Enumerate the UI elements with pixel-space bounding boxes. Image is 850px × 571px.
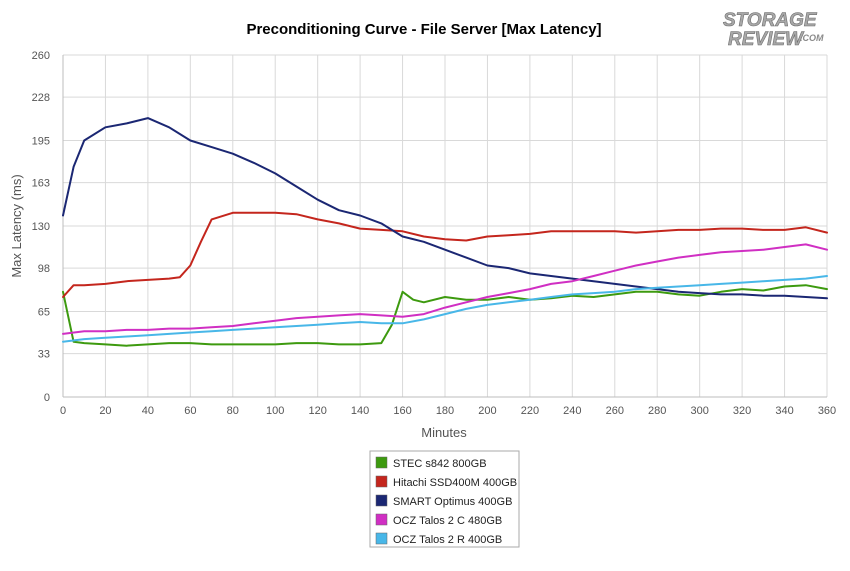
x-tick-label: 120 bbox=[308, 405, 326, 417]
legend-swatch bbox=[375, 513, 388, 526]
series-line-1 bbox=[62, 284, 828, 347]
x-tick-label: 140 bbox=[351, 405, 369, 417]
x-tick-label: 100 bbox=[266, 405, 284, 417]
svg-text:.COM: .COM bbox=[800, 33, 824, 43]
legend-swatch bbox=[375, 475, 388, 488]
x-tick-label: 220 bbox=[521, 405, 539, 417]
axes: 0 33 65 98 130 163 195 228 260 0 20 40 60 80 100 120 140… bbox=[32, 50, 837, 417]
legend-label: STEC s842 800GB bbox=[393, 458, 487, 470]
legend-swatch bbox=[375, 494, 388, 507]
x-tick-label: 60 bbox=[184, 405, 196, 417]
y-tick-label: 195 bbox=[32, 136, 50, 148]
chart-title: Preconditioning Curve - File Server [Max… bbox=[246, 21, 601, 38]
x-tick-label: 340 bbox=[775, 405, 793, 417]
legend-label: Hitachi SSD400M 400GB bbox=[393, 477, 517, 489]
svg-text:REVIEW: REVIEW bbox=[728, 29, 805, 50]
x-tick-label: 40 bbox=[142, 405, 154, 417]
x-tick-label: 180 bbox=[436, 405, 454, 417]
x-tick-label: 360 bbox=[818, 405, 836, 417]
y-tick-label: 98 bbox=[38, 263, 50, 275]
legend-label: OCZ Talos 2 R 400GB bbox=[393, 534, 502, 546]
svg-text:STORAGE: STORAGE bbox=[723, 10, 818, 31]
x-tick-label: 320 bbox=[733, 405, 751, 417]
series-line-3 bbox=[62, 117, 828, 300]
series-line-2 bbox=[62, 211, 828, 298]
legend-box bbox=[369, 450, 520, 548]
x-tick-label: 20 bbox=[99, 405, 111, 417]
y-tick-label: 163 bbox=[32, 178, 50, 190]
y-axis-label: Max Latency (ms) bbox=[9, 174, 24, 277]
x-tick-label: 0 bbox=[60, 405, 66, 417]
y-tick-label: 130 bbox=[32, 221, 50, 233]
y-tick-label: 0 bbox=[44, 392, 50, 404]
legend: STEC s842 800GB Hitachi SSD400M 400GB SMAR… bbox=[369, 450, 520, 548]
x-axis-label: Minutes bbox=[421, 425, 467, 440]
storagereview-logo: STORAGE REVIEW .COM bbox=[723, 10, 824, 51]
y-tick-label: 33 bbox=[38, 349, 50, 361]
x-tick-label: 240 bbox=[563, 405, 581, 417]
series-line-4 bbox=[62, 243, 828, 335]
y-tick-label: 260 bbox=[32, 50, 50, 62]
legend-label: OCZ Talos 2 C 480GB bbox=[393, 515, 502, 527]
y-tick-label: 65 bbox=[38, 307, 50, 319]
legend-swatch bbox=[375, 456, 388, 469]
x-tick-label: 160 bbox=[393, 405, 411, 417]
x-tick-label: 80 bbox=[227, 405, 239, 417]
legend-label: SMART Optimus 400GB bbox=[393, 496, 512, 508]
legend-swatch bbox=[375, 532, 388, 545]
y-tick-label: 228 bbox=[32, 92, 50, 104]
x-tick-label: 300 bbox=[690, 405, 708, 417]
x-tick-label: 280 bbox=[648, 405, 666, 417]
grid bbox=[63, 54, 828, 397]
x-tick-label: 260 bbox=[606, 405, 624, 417]
series-group bbox=[62, 117, 828, 347]
x-tick-label: 200 bbox=[478, 405, 496, 417]
series-line-5 bbox=[62, 275, 828, 343]
